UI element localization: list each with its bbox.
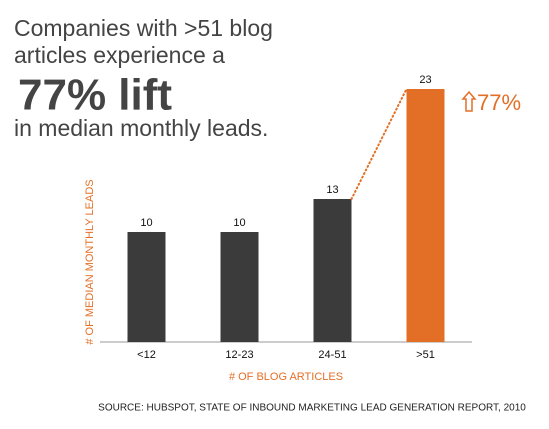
title-line: in median monthly leads.: [14, 115, 268, 141]
bar: [127, 232, 166, 342]
x-tick-label: 24-51: [318, 349, 346, 361]
connector: [350, 88, 408, 200]
up-arrow-icon: [461, 90, 477, 112]
x-tick-label: >51: [416, 349, 435, 361]
source-note: SOURCE: HUBSPOT, STATE OF INBOUND MARKET…: [98, 403, 526, 414]
title-line: articles experience a: [14, 42, 225, 68]
bar: [220, 232, 259, 342]
bar: [406, 89, 445, 342]
y-axis-label: # OF MEDIAN MONTHLY LEADS: [84, 179, 96, 344]
value-label: 10: [140, 217, 152, 229]
title-highlight: 77% lift: [18, 71, 172, 120]
x-tick-label: 12-23: [225, 349, 253, 361]
value-label: 13: [326, 184, 338, 196]
value-label: 23: [419, 74, 431, 86]
value-label: 10: [233, 217, 245, 229]
bar: [313, 199, 352, 342]
x-tick-label: <12: [137, 349, 156, 361]
title-line: Companies with >51 blog: [14, 15, 273, 41]
annotation: 77%: [477, 90, 521, 115]
x-axis-label: # OF BLOG ARTICLES: [229, 371, 343, 383]
